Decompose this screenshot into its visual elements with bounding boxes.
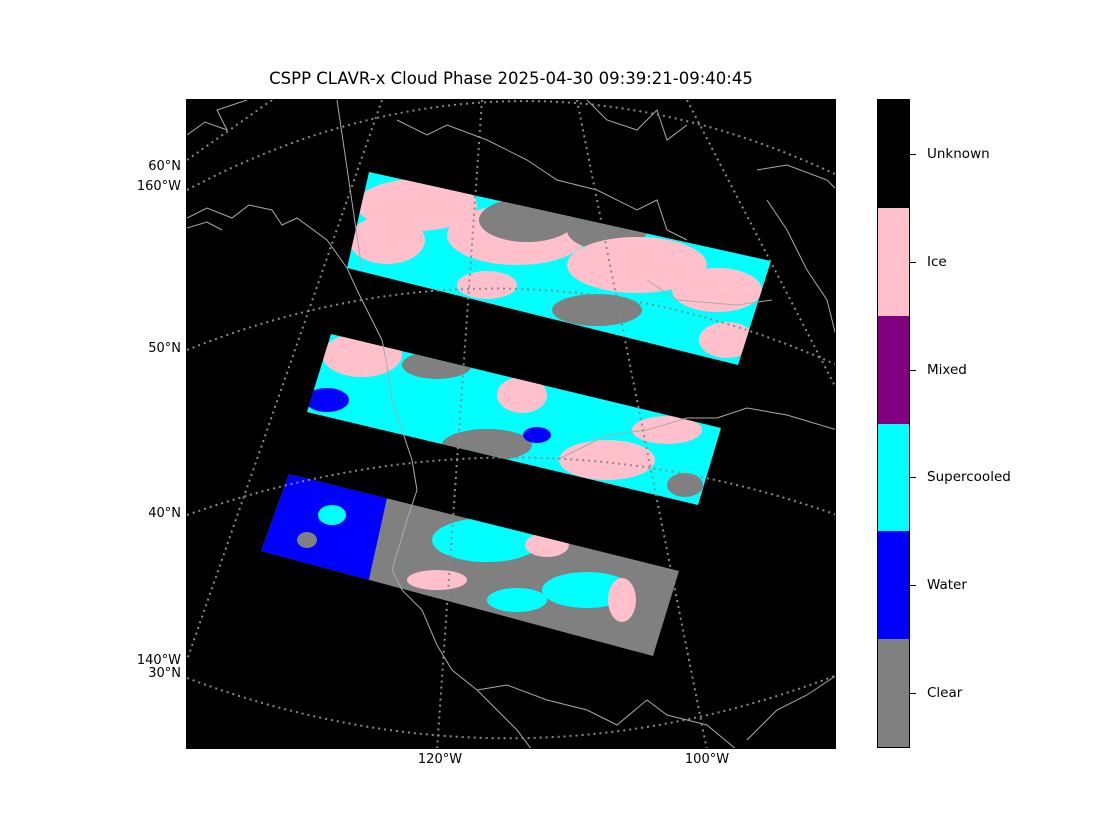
coastlines	[187, 100, 835, 748]
colorbar-tick	[910, 154, 916, 155]
colorbar-label-unknown: Unknown	[927, 145, 990, 162]
lat-label-40n: 40°N	[148, 506, 181, 521]
colorbar-label-mixed: Mixed	[927, 361, 967, 378]
lat-label-60n: 60°N	[148, 159, 181, 174]
lat-label-30n: 30°N	[148, 666, 181, 681]
colorbar-tick	[910, 585, 916, 586]
colorbar-segment-ice	[878, 207, 909, 317]
colorbar-tick	[910, 370, 916, 371]
colorbar-tick	[910, 262, 916, 263]
lat-label-50n: 50°N	[148, 341, 181, 356]
colorbar-segment-mixed	[878, 315, 909, 424]
map-panel	[186, 99, 836, 749]
colorbar-segment-unknown	[878, 100, 909, 209]
colorbar-label-ice: Ice	[927, 253, 947, 270]
middle-swath	[307, 334, 721, 505]
lon-label-100w: 100°W	[684, 752, 730, 767]
colorbar-segment-supercooled	[878, 423, 909, 532]
lon-label-120w: 120°W	[417, 752, 463, 767]
chart-title: CSPP CLAVR-x Cloud Phase 2025-04-30 09:3…	[269, 69, 753, 88]
colorbar-tick	[910, 693, 916, 694]
colorbar	[877, 99, 910, 748]
colorbar-segment-water	[878, 531, 909, 640]
graticule	[187, 100, 835, 748]
south-swath	[261, 474, 679, 656]
map-canvas	[187, 100, 835, 748]
lon-label-160w: 160°W	[136, 179, 181, 194]
colorbar-label-clear: Clear	[927, 685, 963, 702]
lon-label-140w: 140°W	[136, 653, 181, 668]
north-swath	[347, 172, 771, 365]
colorbar-label-water: Water	[927, 577, 967, 594]
colorbar-segment-clear	[878, 639, 909, 748]
colorbar-tick	[910, 477, 916, 478]
colorbar-label-supercooled: Supercooled	[927, 469, 1011, 486]
